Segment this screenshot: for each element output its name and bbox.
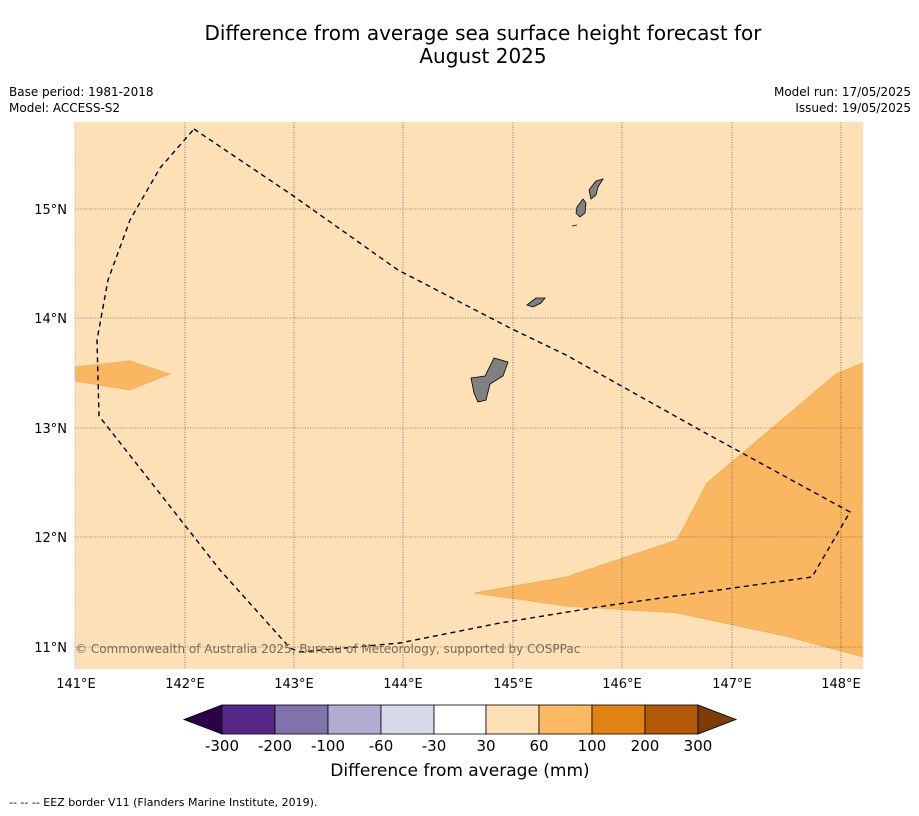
colorbar-tick-label: -100 [311,737,345,755]
colorbar-tick-label: 300 [684,737,713,755]
metadata-left: Base period: 1981-2018 Model: ACCESS-S2 [9,84,154,116]
colorbar-title: Difference from average (mm) [330,761,590,781]
lon-label: 143°E [274,677,314,692]
colorbar-tick-label: 30 [476,737,495,755]
colorbar-bin [485,704,540,735]
colorbar-tick-label: 60 [529,737,548,755]
colorbar-extend-max [697,704,738,735]
eez-legend-note: -- -- -- EEZ border V11 (Flanders Marine… [9,796,318,809]
issued-text: Issued: 19/05/2025 [795,101,911,115]
lon-label: 141°E [56,677,96,692]
island-anatahan [588,178,604,200]
island-rota [526,297,546,308]
colorbar-bin [538,704,593,735]
colorbar-bin [644,704,699,735]
colorbar-tick-label: -60 [369,737,394,755]
colorbar [182,704,738,735]
lon-label: 146°E [602,677,642,692]
eez-border-line [96,128,851,653]
colorbar-bin [380,704,435,735]
island-guam [470,357,509,403]
island-islet [571,224,578,227]
lat-label: 13°N [34,422,67,437]
colorbar-bin [221,704,276,735]
lon-label: 144°E [383,677,423,692]
lon-label: 145°E [493,677,533,692]
lon-label: 148°E [821,677,861,692]
title-line-2: August 2025 [419,44,547,68]
colorbar-tick-label: -300 [205,737,239,755]
base-period-text: Base period: 1981-2018 [9,85,154,99]
lat-label: 11°N [34,641,67,656]
colorbar-tick-label: 200 [631,737,660,755]
colorbar-bin [433,704,487,735]
colorbar-tick-label: 100 [578,737,607,755]
colorbar-bin [274,704,329,735]
lat-label: 12°N [34,531,67,546]
island-saipan [575,198,587,218]
model-text: Model: ACCESS-S2 [9,101,121,115]
latitude-labels: 15°N 14°N 13°N 12°N 11°N [34,203,67,656]
title-line-1: Difference from average sea surface heig… [204,21,762,45]
lon-label: 142°E [165,677,205,692]
colorbar-bin [327,704,382,735]
colorbar-ticks: -300 -200 -100 -60 -30 30 60 100 200 300 [205,737,712,755]
lat-label: 14°N [34,312,67,327]
colorbar-bin [591,704,646,735]
longitude-labels: 141°E 142°E 143°E 144°E 145°E 146°E 147°… [56,677,861,692]
map-frame [74,121,864,670]
copyright-text: © Commonwealth of Australia 2025, Bureau… [75,642,580,656]
lon-label: 147°E [712,677,752,692]
land-masses [470,178,604,403]
colorbar-extend-min [182,704,223,735]
lat-label: 15°N [34,203,67,218]
metadata-right: Model run: 17/05/2025 Issued: 19/05/2025 [774,84,911,116]
colorbar-tick-label: -200 [258,737,292,755]
model-run-text: Model run: 17/05/2025 [773,85,911,99]
colorbar-tick-label: -30 [422,737,447,755]
chart-title: Difference from average sea surface heig… [0,22,919,68]
